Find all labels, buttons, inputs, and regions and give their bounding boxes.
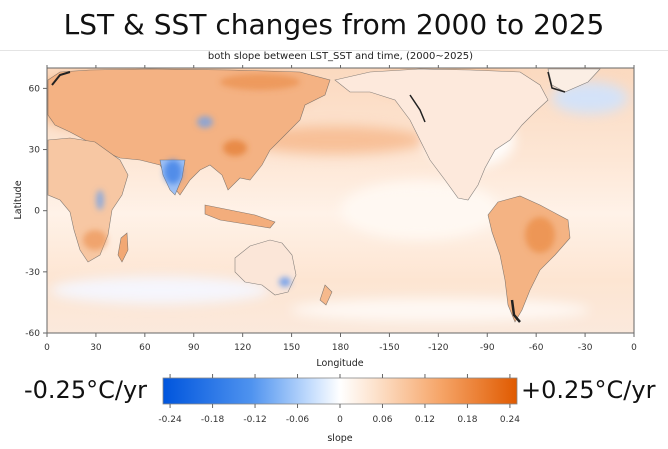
colorbar-tick-label: 0 — [337, 415, 343, 425]
field-north-pacific — [245, 126, 425, 154]
colorbar-tick-label: -0.06 — [286, 415, 310, 425]
y-tick-label: 0 — [34, 207, 40, 217]
land-new-zealand — [319, 284, 333, 306]
x-tick-label: 90 — [188, 343, 200, 353]
y-tick-label: 30 — [29, 146, 41, 156]
colorbar-ticks: -0.24 -0.18 -0.12 -0.06 0 0.06 0.12 0.18 0.24 — [158, 374, 520, 425]
field-east-pacific — [340, 180, 500, 240]
land-north-america — [334, 68, 549, 201]
land-madagascar — [117, 232, 129, 263]
main-title: LST & SST changes from 2000 to 2025 — [63, 8, 605, 41]
land-indonesia — [204, 204, 276, 229]
y-tick-label: 60 — [29, 84, 41, 94]
x-tick-label: 60 — [139, 343, 151, 353]
x-tick-label: -90 — [480, 343, 495, 353]
colorbar-tick-label: -0.24 — [158, 415, 182, 425]
x-tick-label: -150 — [379, 343, 400, 353]
blob-east-africa-cooling — [96, 190, 104, 210]
colorbar-tick-label: 0.12 — [415, 415, 435, 425]
coast-norway — [51, 71, 71, 86]
x-tick-label: 30 — [90, 343, 102, 353]
y-tick-label: -30 — [25, 268, 40, 278]
coast-chile — [510, 299, 521, 323]
colorbar-label: slope — [327, 433, 352, 444]
x-tick-label: 150 — [283, 343, 300, 353]
colorbar-tick-label: -0.12 — [243, 415, 266, 425]
field-south-pacific — [290, 298, 590, 322]
x-tick-label: 0 — [44, 343, 50, 353]
field-north-atlantic — [552, 82, 628, 114]
blob-siberia-warming — [220, 74, 300, 90]
blob-australia-cooling — [279, 277, 291, 287]
x-tick-label: 180 — [332, 343, 349, 353]
blob-india-cooling — [164, 160, 182, 184]
plot-title: both slope between LST_SST and time, (20… — [207, 51, 474, 62]
min-slope-label: -0.25°C/yr — [24, 376, 148, 404]
colorbar — [162, 377, 518, 405]
x-tick-label: 120 — [234, 343, 251, 353]
colorbar-tick-label: -0.18 — [201, 415, 225, 425]
map-field — [47, 68, 634, 333]
colorbar-tick-label: 0.18 — [457, 415, 477, 425]
max-slope-label: +0.25°C/yr — [521, 376, 656, 404]
field-southern-indian-ocean — [50, 276, 270, 304]
coast-alaska — [409, 94, 426, 123]
blob-south-america-warming — [525, 217, 555, 253]
blob-se-china-warming — [223, 140, 247, 156]
x-tick-label: 0 — [631, 343, 637, 353]
x-axis-label: Longitude — [316, 358, 363, 369]
x-tick-label: -60 — [529, 343, 544, 353]
title-separator — [0, 50, 668, 51]
coast-greenland — [547, 71, 566, 93]
x-tick-label: -30 — [578, 343, 593, 353]
y-axis-label: Latitude — [13, 180, 24, 219]
x-tick-label: -120 — [428, 343, 449, 353]
blob-southern-africa-warming — [83, 230, 107, 250]
blob-china-cooling — [197, 116, 213, 128]
colorbar-tick-label: 0.06 — [372, 415, 392, 425]
y-axis: 60 30 0 -30 -60 — [25, 84, 47, 339]
x-axis: 0 30 60 90 120 150 180 -150 -120 -90 -60 -30 0 — [44, 65, 637, 353]
colorbar-tick-label: 0.24 — [500, 415, 520, 425]
y-tick-label: -60 — [25, 329, 40, 339]
